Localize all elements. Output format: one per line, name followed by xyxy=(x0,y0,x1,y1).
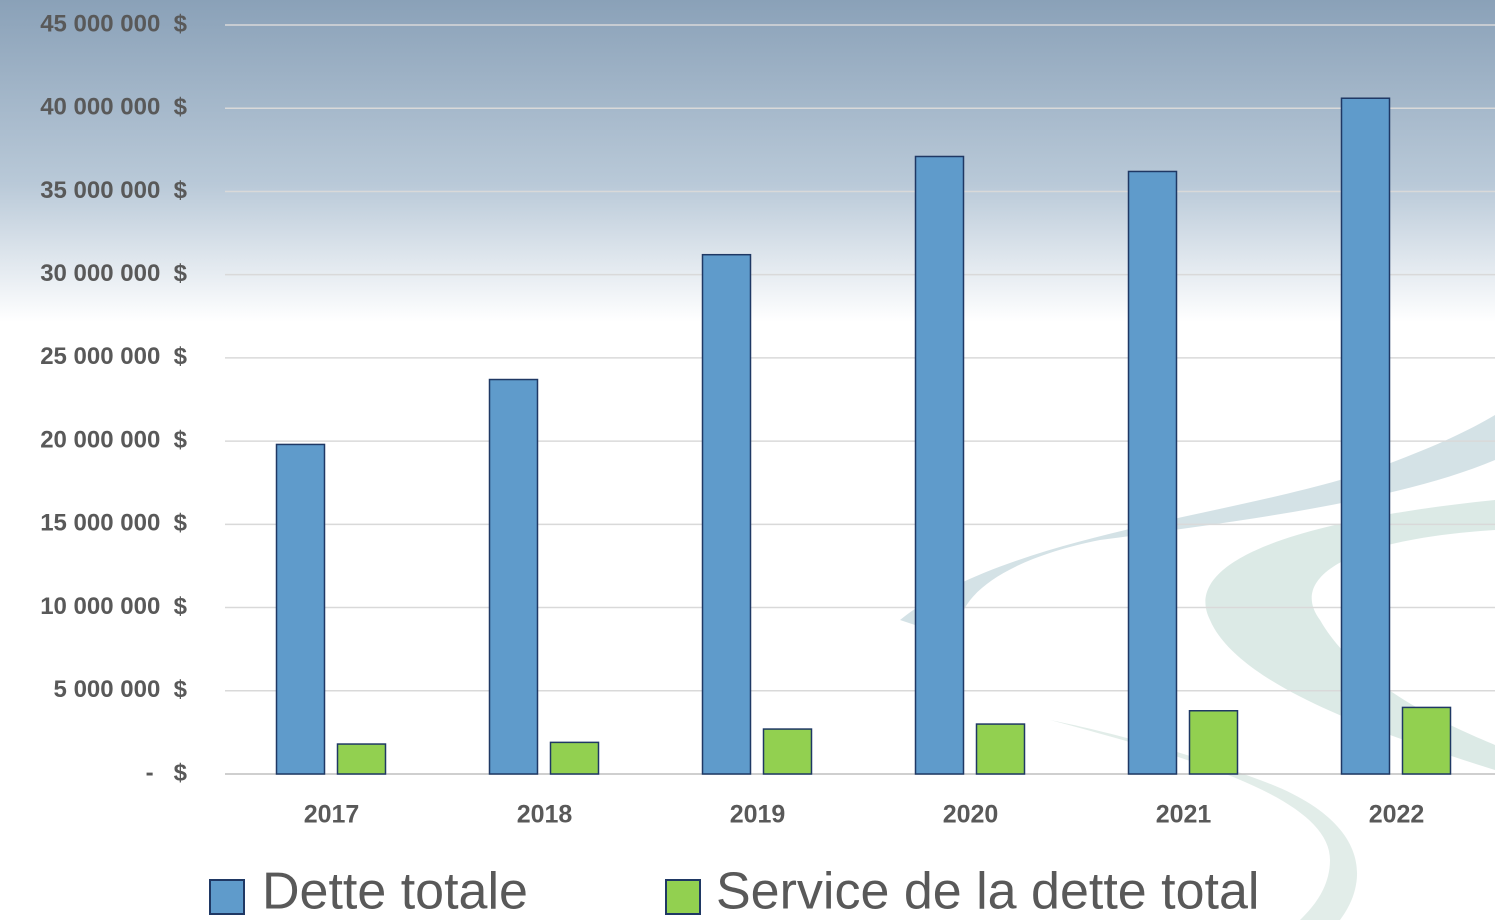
bar xyxy=(914,155,965,775)
bar xyxy=(1401,706,1452,775)
bar xyxy=(1188,710,1239,775)
x-tick-label: 2018 xyxy=(517,801,573,829)
x-tick-label: 2017 xyxy=(304,801,360,829)
bar xyxy=(1127,170,1178,775)
x-tick-label: 2022 xyxy=(1369,801,1425,829)
bar xyxy=(275,443,326,775)
x-tick-label: 2021 xyxy=(1156,801,1212,829)
bar xyxy=(336,743,387,775)
y-tick-label: 20 000 000 $ xyxy=(40,426,187,453)
legend-swatch xyxy=(209,879,245,915)
y-tick-label: 40 000 000 $ xyxy=(40,94,187,121)
y-tick-label: 25 000 000 $ xyxy=(40,343,187,370)
y-tick-label: 30 000 000 $ xyxy=(40,260,187,287)
bar xyxy=(549,741,600,775)
x-tick-label: 2019 xyxy=(730,801,786,829)
grid xyxy=(225,24,1495,775)
y-tick-label: 10 000 000 $ xyxy=(40,593,187,620)
y-tick-label: 15 000 000 $ xyxy=(40,510,187,537)
bar xyxy=(488,378,539,775)
bars xyxy=(275,97,1452,775)
bar xyxy=(701,253,752,775)
legend-label: Dette totale xyxy=(262,863,528,920)
y-tick-label: - $ xyxy=(146,759,188,786)
y-tick-label: 5 000 000 $ xyxy=(54,676,188,703)
x-tick-label: 2020 xyxy=(943,801,999,829)
decor-swoosh xyxy=(1205,500,1495,770)
y-tick-label: 35 000 000 $ xyxy=(40,177,187,204)
legend-swatch xyxy=(665,879,701,915)
bar xyxy=(1340,97,1391,775)
legend-label: Service de la dette total xyxy=(716,863,1259,920)
y-tick-label: 45 000 000 $ xyxy=(40,10,187,37)
bar xyxy=(762,728,813,775)
decor-swoosh xyxy=(1050,720,1358,920)
bar xyxy=(975,723,1026,775)
